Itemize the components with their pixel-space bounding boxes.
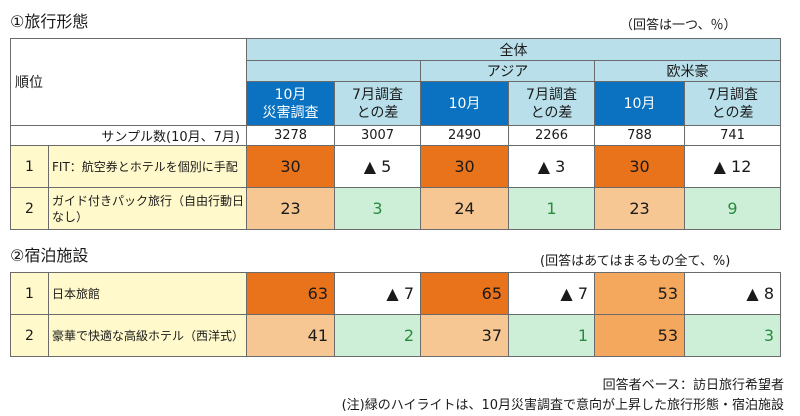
value-cell: 63 (246, 272, 335, 315)
col-west-oct: 10月 (594, 81, 685, 126)
section2-title: ②宿泊施設 (10, 246, 89, 265)
rank-cell: 1 (10, 145, 49, 188)
diff-cell: 3 (334, 187, 421, 230)
value-cell: 24 (420, 187, 509, 230)
sample-label: サンプル数(10月、7月) (48, 125, 247, 146)
value-cell: 53 (594, 314, 685, 357)
rank-cell: 1 (10, 272, 49, 315)
rank-cell: 2 (10, 314, 49, 357)
item-label: 豪華で快適な高級ホテル（西洋式） (48, 314, 247, 357)
header-west: 欧米豪 (593, 60, 782, 82)
diff-cell: ▲ 5 (334, 145, 421, 188)
diff-cell: ▲ 7 (334, 272, 421, 315)
table-row: 1 FIT：航空券とホテルを個別に手配 30 ▲ 5 30 ▲ 3 30 ▲ 1… (10, 145, 782, 188)
value-cell: 23 (246, 187, 335, 230)
col-asia-oct: 10月 (420, 81, 509, 126)
diff-cell: 2 (334, 314, 421, 357)
value-cell: 23 (594, 187, 685, 230)
sample-count: 3278 (246, 125, 335, 146)
diff-cell: 3 (684, 314, 781, 357)
table-row: 2 ガイド付きパック旅行（自由行動日なし） 23 3 24 1 23 9 (10, 187, 782, 230)
section1-note: （回答は一つ、％） (620, 18, 737, 33)
sample-count: 3007 (334, 125, 421, 146)
sample-count: 741 (683, 125, 782, 146)
value-cell: 65 (420, 272, 509, 315)
footer-base: 回答者ベース：訪日旅行希望者 (602, 378, 784, 393)
diff-cell: 9 (683, 187, 782, 230)
item-label: FIT：航空券とホテルを個別に手配 (48, 145, 247, 188)
sample-count: 2490 (420, 125, 509, 146)
item-label: ガイド付きパック旅行（自由行動日なし） (48, 187, 247, 230)
col-all-diff: 7月調査 との差 (334, 81, 421, 126)
value-cell: 30 (246, 145, 335, 188)
accommodation-table: 1 日本旅館 63 ▲ 7 65 ▲ 7 53 ▲ 8 2 豪華で快適な高級ホテ… (10, 272, 781, 357)
diff-cell: ▲ 7 (508, 272, 595, 315)
diff-cell: 1 (508, 187, 595, 230)
header-all-sub (246, 60, 421, 82)
table-row: 2 豪華で快適な高級ホテル（西洋式） 41 2 37 1 53 3 (10, 314, 781, 357)
col-west-diff: 7月調査 との差 (683, 81, 782, 126)
item-label: 日本旅館 (48, 272, 247, 315)
sample-count: 788 (594, 125, 685, 146)
col-all-oct: 10月 災害調査 (246, 81, 335, 126)
diff-cell: ▲ 12 (683, 145, 782, 188)
footer-note: (注)緑のハイライトは、10月災害調査で意向が上昇した旅行形態・宿泊施設 (341, 398, 784, 413)
value-cell: 41 (246, 314, 335, 357)
diff-cell: ▲ 3 (508, 145, 595, 188)
col-asia-diff: 7月調査 との差 (508, 81, 595, 126)
section2-note: (回答はあてはまるもの全て、%) (540, 254, 731, 269)
value-cell: 53 (594, 272, 685, 315)
header-asia: アジア (420, 60, 595, 82)
table-row: 1 日本旅館 63 ▲ 7 65 ▲ 7 53 ▲ 8 (10, 272, 781, 315)
value-cell: 30 (420, 145, 509, 188)
value-cell: 30 (594, 145, 685, 188)
diff-cell: 1 (508, 314, 595, 357)
section1-title: ①旅行形態 (10, 12, 89, 31)
value-cell: 37 (420, 314, 509, 357)
rank-cell: 2 (10, 187, 49, 230)
header-all: 全体 (245, 38, 782, 61)
sample-spacer (10, 125, 49, 146)
travel-style-table: 順位 全体 アジア 欧米豪 10月 災害調査 7月調査 との差 10月 7月調査… (10, 38, 782, 230)
sample-count: 2266 (508, 125, 595, 146)
diff-cell: ▲ 8 (684, 272, 781, 315)
rank-header: 順位 (10, 38, 247, 126)
